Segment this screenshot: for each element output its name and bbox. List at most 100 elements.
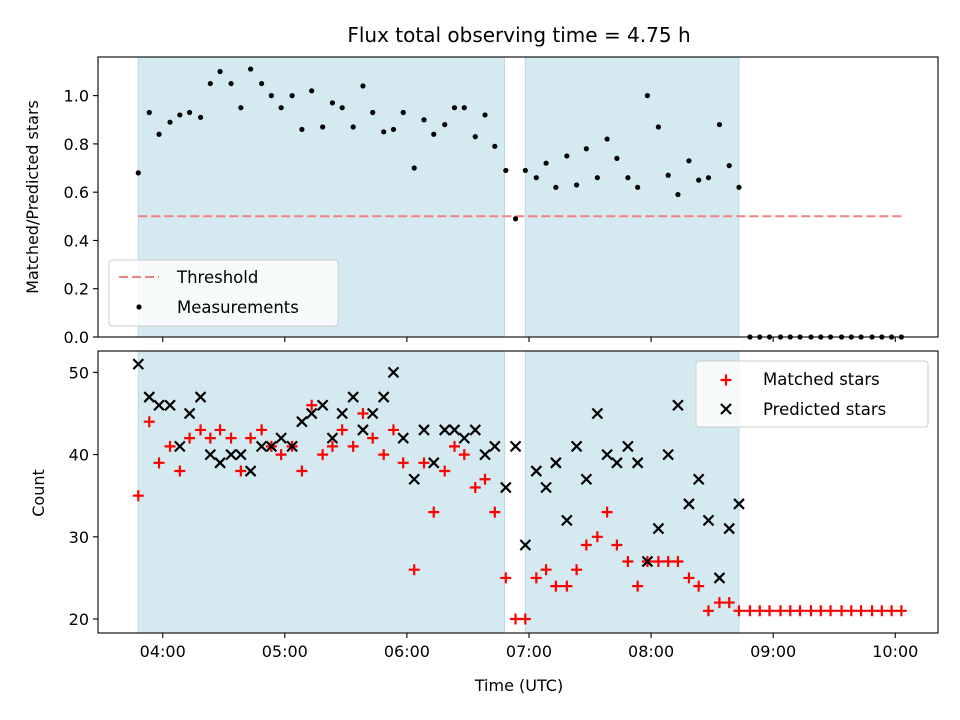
- point-matched-stars-11: [245, 432, 257, 444]
- point-matched-stars-3: [164, 440, 176, 452]
- point-measurements-38: [522, 167, 528, 174]
- point-predicted-stars-10: [235, 448, 247, 461]
- point-matched-stars-31: [449, 440, 461, 452]
- point-matched-stars-75: [895, 605, 907, 617]
- point-measurements-35: [492, 143, 498, 149]
- x-tick-label-4: 08:00: [628, 642, 674, 661]
- point-matched-stars-12: [256, 424, 268, 436]
- point-matched-stars-35: [489, 506, 501, 518]
- ratio-y-axis-label: Matched/Predicted stars: [23, 100, 42, 294]
- x-tick-label-2: 06:00: [384, 642, 430, 661]
- point-matched-stars-20: [336, 424, 348, 436]
- ratio-y-tick-label-4: 0.8: [64, 135, 89, 154]
- point-matched-stars-49: [632, 580, 644, 592]
- point-predicted-stars-51: [652, 522, 665, 535]
- point-measurements-55: [696, 177, 702, 183]
- point-measurements-46: [604, 136, 610, 142]
- point-measurements-51: [655, 124, 662, 130]
- point-predicted-stars-1: [143, 391, 156, 403]
- point-measurements-26: [400, 109, 406, 116]
- point-matched-stars-65: [794, 605, 806, 617]
- point-measurements-59: [736, 184, 742, 190]
- point-matched-stars-69: [836, 605, 848, 617]
- point-measurements-58: [726, 163, 732, 169]
- point-predicted-stars-29: [427, 457, 440, 469]
- point-measurements-37: [512, 216, 519, 222]
- legend-matched-swatch: [720, 374, 732, 386]
- point-measurements-34: [482, 112, 488, 118]
- point-measurements-23: [370, 109, 376, 116]
- point-predicted-stars-30: [438, 424, 451, 436]
- point-measurements-19: [329, 100, 336, 106]
- point-matched-stars-33: [469, 481, 481, 493]
- point-measurements-5: [186, 109, 193, 116]
- point-matched-stars-58: [723, 597, 735, 609]
- ratio-legend: Threshold Measurements: [108, 259, 339, 327]
- point-measurements-49: [635, 184, 641, 190]
- point-predicted-stars-44: [580, 473, 593, 486]
- point-matched-stars-42: [561, 580, 573, 592]
- point-matched-stars-9: [225, 432, 237, 444]
- point-measurements-28: [421, 117, 427, 123]
- point-measurements-27: [411, 165, 417, 171]
- point-predicted-stars-20: [336, 407, 348, 420]
- point-predicted-stars-4: [174, 440, 186, 453]
- point-matched-stars-59: [733, 605, 745, 617]
- ratio-y-tick-label-2: 0.4: [64, 231, 89, 250]
- point-matched-stars-57: [713, 597, 725, 609]
- point-predicted-stars-18: [316, 399, 329, 412]
- point-matched-stars-45: [591, 531, 603, 543]
- point-matched-stars-53: [672, 555, 684, 567]
- x-axis-label: Time (UTC): [474, 676, 563, 695]
- point-matched-stars-34: [479, 473, 491, 485]
- point-matched-stars-27: [408, 564, 420, 576]
- point-matched-stars-43: [571, 564, 583, 576]
- point-predicted-stars-8: [214, 457, 226, 469]
- point-predicted-stars-58: [723, 522, 735, 535]
- point-matched-stars-10: [235, 465, 247, 477]
- point-matched-stars-26: [397, 457, 409, 469]
- point-matched-stars-47: [611, 539, 623, 551]
- count-panel: 20 30 40 50 04:00 05:00 06:00 07:00 08:00 09:00 10…: [69, 350, 939, 661]
- legend-measurements-label: Measurements: [177, 298, 299, 317]
- point-matched-stars-23: [367, 432, 379, 444]
- point-measurements-18: [320, 124, 326, 130]
- point-measurements-30: [442, 121, 448, 128]
- point-measurements-15: [289, 93, 295, 99]
- point-predicted-stars-56: [702, 514, 715, 527]
- legend-threshold-label: Threshold: [176, 268, 258, 287]
- point-measurements-25: [390, 126, 397, 133]
- count-y-tick-label-1: 30: [69, 528, 89, 547]
- point-matched-stars-29: [428, 506, 440, 518]
- point-predicted-stars-16: [296, 415, 308, 428]
- point-measurements-53: [675, 191, 681, 198]
- point-measurements-45: [594, 175, 600, 181]
- point-predicted-stars-32: [458, 432, 471, 444]
- point-measurements-54: [686, 158, 692, 164]
- point-matched-stars-54: [683, 572, 695, 584]
- point-matched-stars-64: [784, 605, 796, 617]
- point-predicted-stars-55: [692, 473, 705, 486]
- point-matched-stars-72: [866, 605, 878, 617]
- point-matched-stars-0: [132, 490, 144, 502]
- point-matched-stars-28: [418, 457, 430, 469]
- point-predicted-stars-43: [570, 440, 583, 453]
- point-matched-stars-6: [195, 424, 207, 436]
- point-predicted-stars-38: [519, 539, 532, 551]
- point-predicted-stars-37: [509, 440, 522, 453]
- point-matched-stars-55: [693, 580, 705, 592]
- point-matched-stars-48: [622, 555, 634, 567]
- point-measurements-31: [451, 105, 458, 111]
- x-tick-label-3: 07:00: [506, 642, 552, 661]
- point-measurements-56: [705, 175, 712, 181]
- point-measurements-39: [533, 175, 539, 181]
- point-measurements-20: [339, 105, 345, 111]
- point-measurements-7: [207, 80, 213, 87]
- point-predicted-stars-17: [305, 407, 318, 420]
- point-predicted-stars-28: [418, 424, 430, 436]
- point-predicted-stars-59: [733, 498, 745, 510]
- point-measurements-44: [583, 146, 589, 152]
- legend-matched-label: Matched stars: [763, 370, 880, 389]
- point-matched-stars-56: [702, 605, 714, 617]
